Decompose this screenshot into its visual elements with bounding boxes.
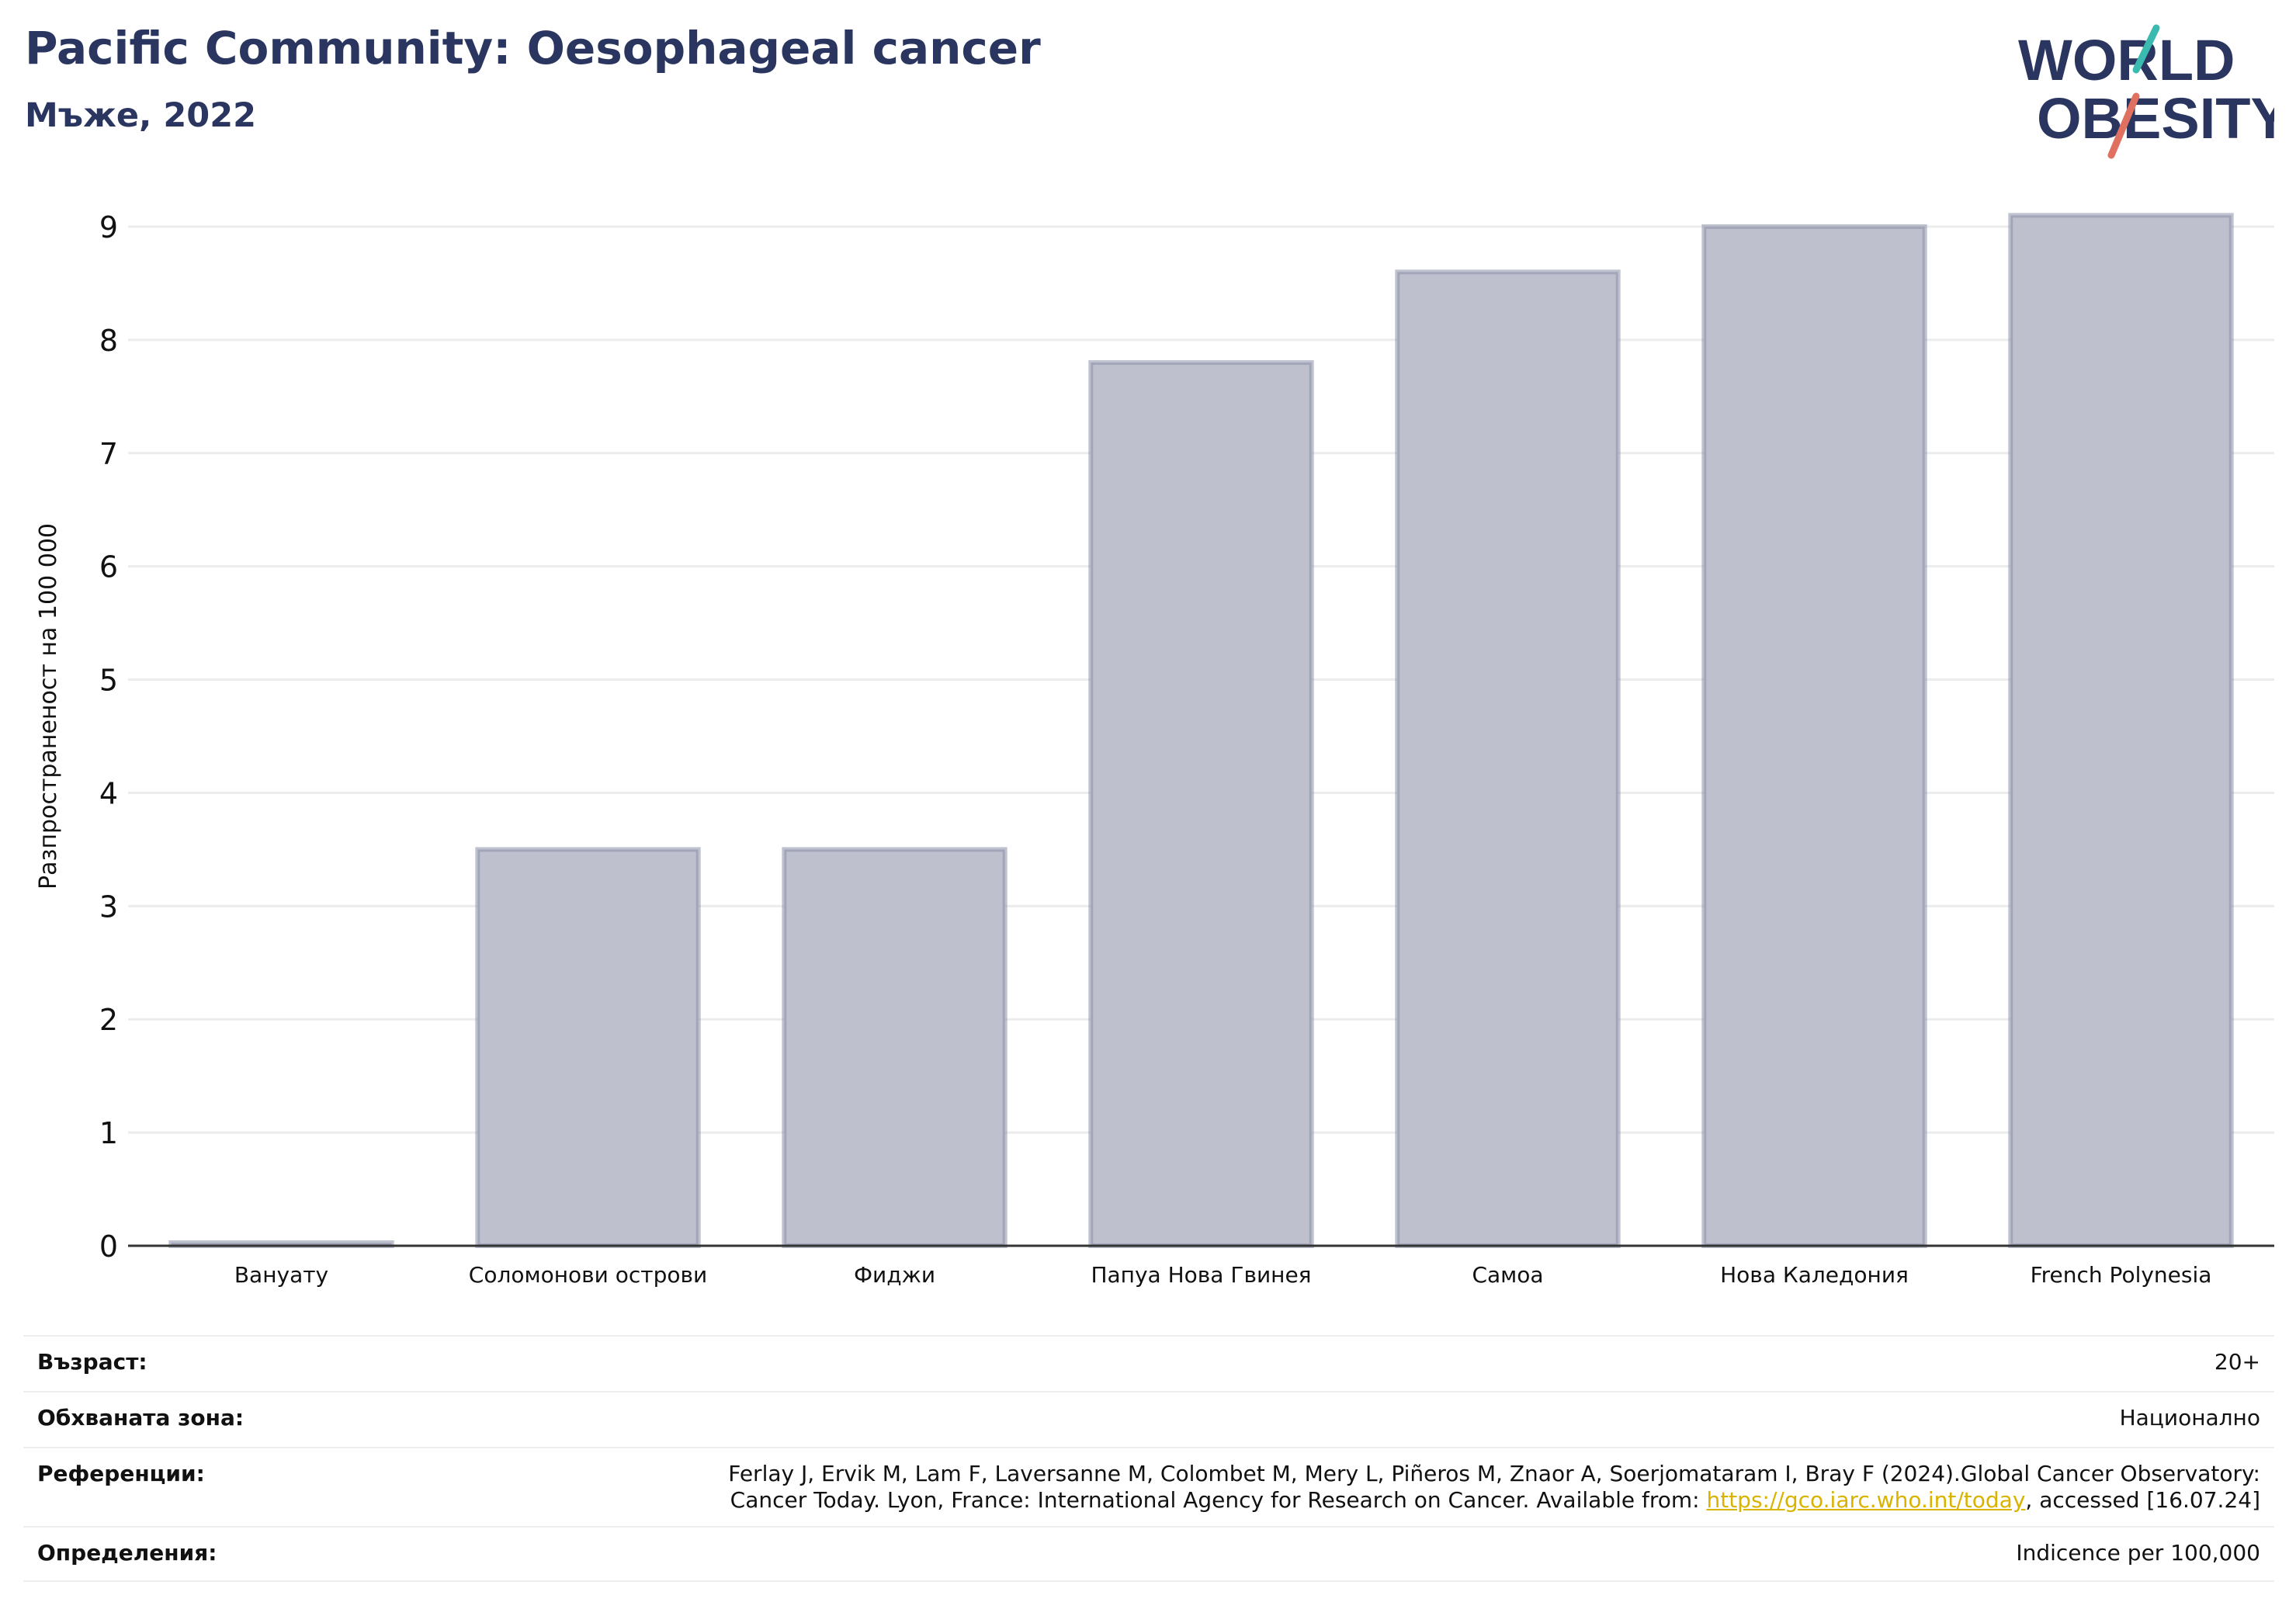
x-tick-label: Папуа Нова Гвинея bbox=[1091, 1262, 1311, 1288]
references-line2-post: , accessed [16.07.24] bbox=[2025, 1487, 2260, 1513]
bar-chart: 0 1 2 3 4 5 6 7 8 9 Вануату Соломонови острови Фиджи… bbox=[35, 210, 2274, 1288]
y-tick-label: 9 bbox=[99, 210, 118, 244]
info-row-coverage: Обхваната зона: Национално bbox=[23, 1391, 2274, 1447]
y-tick-label: 3 bbox=[99, 890, 118, 924]
definitions-value: Indicence per 100,000 bbox=[2016, 1540, 2260, 1566]
references-link[interactable]: https://gco.iarc.who.int/today bbox=[1706, 1487, 2026, 1513]
age-label: Възраст: bbox=[37, 1349, 147, 1375]
bar-2 bbox=[782, 847, 1008, 1249]
x-tick-label: Фиджи bbox=[854, 1262, 935, 1288]
bar-3 bbox=[1088, 360, 1314, 1249]
references-value: Ferlay J, Ervik M, Lam F, Laversanne M, … bbox=[728, 1461, 2260, 1514]
world-obesity-logo: WORLD OBESITY bbox=[2018, 24, 2274, 159]
y-tick-label: 7 bbox=[99, 437, 118, 471]
references-line1: Ferlay J, Ervik M, Lam F, Laversanne M, … bbox=[728, 1461, 2260, 1486]
info-row-definitions: Определения: Indicence per 100,000 bbox=[23, 1526, 2274, 1582]
coverage-label: Обхваната зона: bbox=[37, 1405, 245, 1431]
axes: 0 1 2 3 4 5 6 7 8 9 Вануату Соломонови острови Фиджи… bbox=[99, 210, 2274, 1288]
x-tick-label: Нова Каледония bbox=[1720, 1262, 1909, 1288]
logo-line2: OBESITY bbox=[2037, 86, 2274, 151]
bar-1 bbox=[475, 847, 701, 1249]
definitions-label: Определения: bbox=[37, 1540, 217, 1566]
y-tick-label: 6 bbox=[99, 550, 118, 584]
chart-subtitle: Мъже, 2022 bbox=[25, 96, 257, 135]
logo-slash-bottom bbox=[2107, 92, 2140, 159]
y-tick-label: 4 bbox=[99, 776, 118, 810]
info-row-references: Референции: Ferlay J, Ervik M, Lam F, La… bbox=[23, 1447, 2274, 1526]
info-table: Възраст: 20+ Обхваната зона: Национално … bbox=[23, 1335, 2274, 1582]
y-tick-label: 0 bbox=[99, 1229, 118, 1264]
bar-4 bbox=[1395, 269, 1621, 1248]
references-line2-pre: Cancer Today. Lyon, France: Internationa… bbox=[730, 1487, 1707, 1513]
y-tick-label: 1 bbox=[99, 1116, 118, 1150]
x-tick-label: Самоа bbox=[1472, 1262, 1543, 1288]
logo-line1: WORLD bbox=[2018, 28, 2235, 92]
y-axis-label: Разпространеност на 100 000 bbox=[35, 523, 62, 890]
y-tick-label: 2 bbox=[99, 1003, 118, 1037]
bar-6 bbox=[2008, 213, 2234, 1248]
x-tick-label: Вануату bbox=[234, 1262, 328, 1288]
age-value: 20+ bbox=[2214, 1349, 2260, 1375]
chart-title: Pacific Community: Oesophageal cancer bbox=[25, 22, 1041, 75]
x-tick-label: French Polynesia bbox=[2031, 1262, 2212, 1288]
y-tick-label: 5 bbox=[99, 664, 118, 698]
y-tick-label: 8 bbox=[99, 324, 118, 358]
logo-slash-top bbox=[2132, 24, 2160, 74]
bar-5 bbox=[1701, 224, 1927, 1248]
x-tick-label: Соломонови острови bbox=[469, 1262, 707, 1288]
bars bbox=[168, 213, 2234, 1249]
coverage-value: Национално bbox=[2119, 1405, 2260, 1431]
references-label: Референции: bbox=[37, 1461, 205, 1486]
info-row-age: Възраст: 20+ bbox=[23, 1335, 2274, 1391]
